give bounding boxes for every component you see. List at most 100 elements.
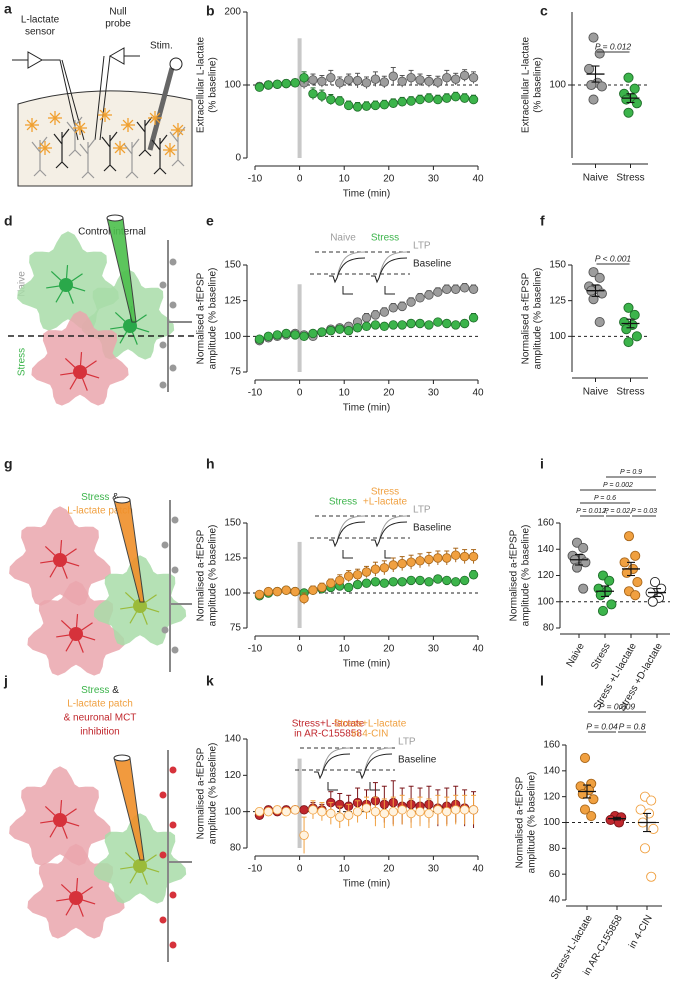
- pipette: [106, 217, 137, 323]
- data-point: [343, 100, 354, 111]
- data-point: [459, 805, 470, 815]
- label: Stress: [17, 348, 28, 376]
- label: Stress &: [81, 685, 119, 696]
- data-point: [361, 313, 372, 323]
- y-axis-title: Normalised a-fEPSP: [196, 272, 207, 364]
- data-point: [415, 75, 425, 85]
- data-point: [290, 586, 300, 597]
- data-point: [646, 795, 657, 806]
- pipette-end: [113, 754, 131, 762]
- data-point: [647, 596, 658, 607]
- bouton: [159, 341, 167, 349]
- data-point: [379, 321, 390, 332]
- y-tick-label: 80: [230, 843, 242, 854]
- data-point: [468, 94, 479, 105]
- y-tick-label: 75: [230, 623, 242, 634]
- data-point: [406, 575, 416, 586]
- x-tick-label: 10: [339, 864, 351, 875]
- p-value: P < 0.001: [595, 253, 632, 263]
- data-point: [343, 571, 354, 581]
- inset-trace: [356, 747, 393, 780]
- astrocyte: [79, 122, 86, 129]
- data-point: [451, 91, 461, 102]
- x-tick-label: -10: [248, 644, 263, 655]
- data-point: [326, 94, 336, 105]
- stimulus-marker: [297, 758, 302, 848]
- data-point: [370, 74, 381, 84]
- data-point: [335, 78, 345, 88]
- data-point: [459, 283, 470, 293]
- bouton: [161, 626, 169, 634]
- astrocyte: [154, 117, 161, 124]
- x-tick-label: 0: [297, 644, 303, 655]
- inset-trace: [329, 521, 366, 548]
- data-point: [632, 577, 643, 588]
- astrocyte: [49, 112, 56, 119]
- astrocyte: [169, 149, 176, 156]
- data-point: [459, 318, 470, 329]
- y-tick-label: 100: [224, 806, 241, 817]
- data-point: [317, 582, 327, 593]
- bouton: [169, 364, 177, 372]
- astrocyte: [26, 124, 33, 131]
- data-point: [281, 806, 291, 817]
- data-point: [397, 97, 407, 107]
- label: sensor: [25, 27, 56, 38]
- y-axis-title: Extracellular L-lactate: [521, 36, 532, 133]
- data-point: [352, 75, 363, 86]
- data-point: [451, 74, 461, 84]
- x-tick-label: 30: [428, 864, 440, 875]
- y-axis-title: amplitude (% baseline): [208, 268, 219, 370]
- data-point: [379, 307, 390, 317]
- inset-trace: [371, 257, 408, 284]
- label: Stress: [81, 685, 109, 696]
- inset-label: LTP: [413, 241, 431, 252]
- inset-trace: [329, 257, 366, 284]
- data-point: [388, 560, 398, 570]
- data-point: [468, 72, 479, 83]
- data-point: [623, 72, 634, 83]
- data-point: [352, 579, 363, 590]
- p-value: P = 0.03: [631, 508, 657, 515]
- bouton: [161, 541, 169, 549]
- null-probe: [94, 47, 140, 141]
- p-value: P = 0.009: [599, 701, 636, 711]
- astrocyte: [44, 147, 51, 154]
- data-point: [326, 72, 336, 83]
- inset-label: Baseline: [413, 523, 452, 534]
- data-point: [379, 808, 390, 819]
- data-point: [299, 830, 309, 840]
- y-axis-title: amplitude (% baseline): [527, 772, 538, 874]
- inset-label: in AR-C155858: [294, 729, 362, 740]
- data-point: [459, 70, 470, 81]
- x-tick-label: 40: [472, 644, 484, 655]
- data-point: [415, 575, 425, 586]
- sensor-probe: [12, 51, 85, 141]
- data-point: [281, 585, 291, 595]
- neuron: [123, 138, 140, 179]
- y-tick-label: 100: [549, 331, 566, 342]
- data-point: [588, 267, 599, 278]
- scale-bar: [342, 550, 353, 559]
- x-axis-title: Time (min): [343, 403, 390, 414]
- astrocyte: [74, 127, 81, 134]
- data-point: [397, 805, 407, 815]
- scale-bar: [384, 550, 395, 559]
- data-point: [317, 91, 327, 101]
- soma: [53, 813, 67, 827]
- stimulus-marker: [297, 284, 302, 372]
- y-tick-label: 120: [543, 791, 560, 802]
- x-tick-label: 30: [428, 644, 440, 655]
- bouton: [171, 516, 179, 524]
- astrocyte: [177, 129, 184, 136]
- inset-label: Stress+L-lactate: [292, 719, 365, 730]
- data-point: [623, 302, 634, 313]
- x-tick-label: 40: [472, 388, 484, 399]
- data-point: [308, 805, 318, 815]
- astrocyte: [39, 142, 46, 149]
- x-tick-label: 10: [339, 388, 351, 399]
- data-point: [343, 810, 354, 821]
- label: L-lactate: [21, 15, 60, 26]
- data-point: [433, 805, 443, 815]
